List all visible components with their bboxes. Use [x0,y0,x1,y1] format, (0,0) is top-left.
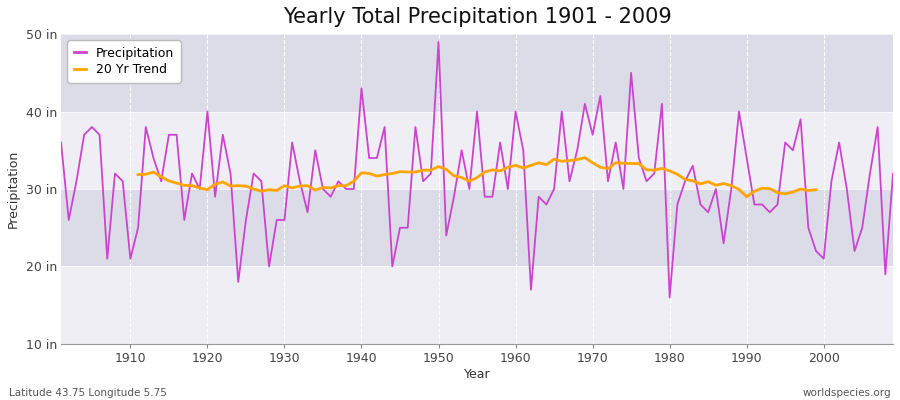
20 Yr Trend [394,169,405,174]
Bar [61,189,893,266]
X-axis label: Year: Year [464,368,490,381]
Text: worldspecies.org: worldspecies.org [803,388,891,398]
Bar [61,34,893,112]
Precipitation [333,179,344,184]
Precipitation [433,40,444,44]
Text: Latitude 43.75 Longitude 5.75: Latitude 43.75 Longitude 5.75 [9,388,166,398]
20 Yr Trend [218,180,229,184]
Precipitation [56,140,67,145]
Precipitation [887,171,898,176]
Line: Precipitation: Precipitation [61,42,893,298]
Precipitation [287,140,298,145]
Line: 20 Yr Trend: 20 Yr Trend [138,158,816,197]
20 Yr Trend [749,189,760,194]
Precipitation [664,295,675,300]
Y-axis label: Precipitation: Precipitation [7,150,20,228]
Bar [61,266,893,344]
20 Yr Trend [480,170,491,174]
Precipitation [610,140,621,145]
Precipitation [510,109,521,114]
Legend: Precipitation, 20 Yr Trend: Precipitation, 20 Yr Trend [68,40,181,82]
20 Yr Trend [742,194,752,199]
Bar [61,112,893,189]
20 Yr Trend [271,188,282,193]
Precipitation [518,148,528,153]
20 Yr Trend [580,155,590,160]
Precipitation [117,179,128,184]
20 Yr Trend [202,187,212,192]
20 Yr Trend [132,172,143,177]
20 Yr Trend [811,187,822,192]
Title: Yearly Total Precipitation 1901 - 2009: Yearly Total Precipitation 1901 - 2009 [283,7,671,27]
